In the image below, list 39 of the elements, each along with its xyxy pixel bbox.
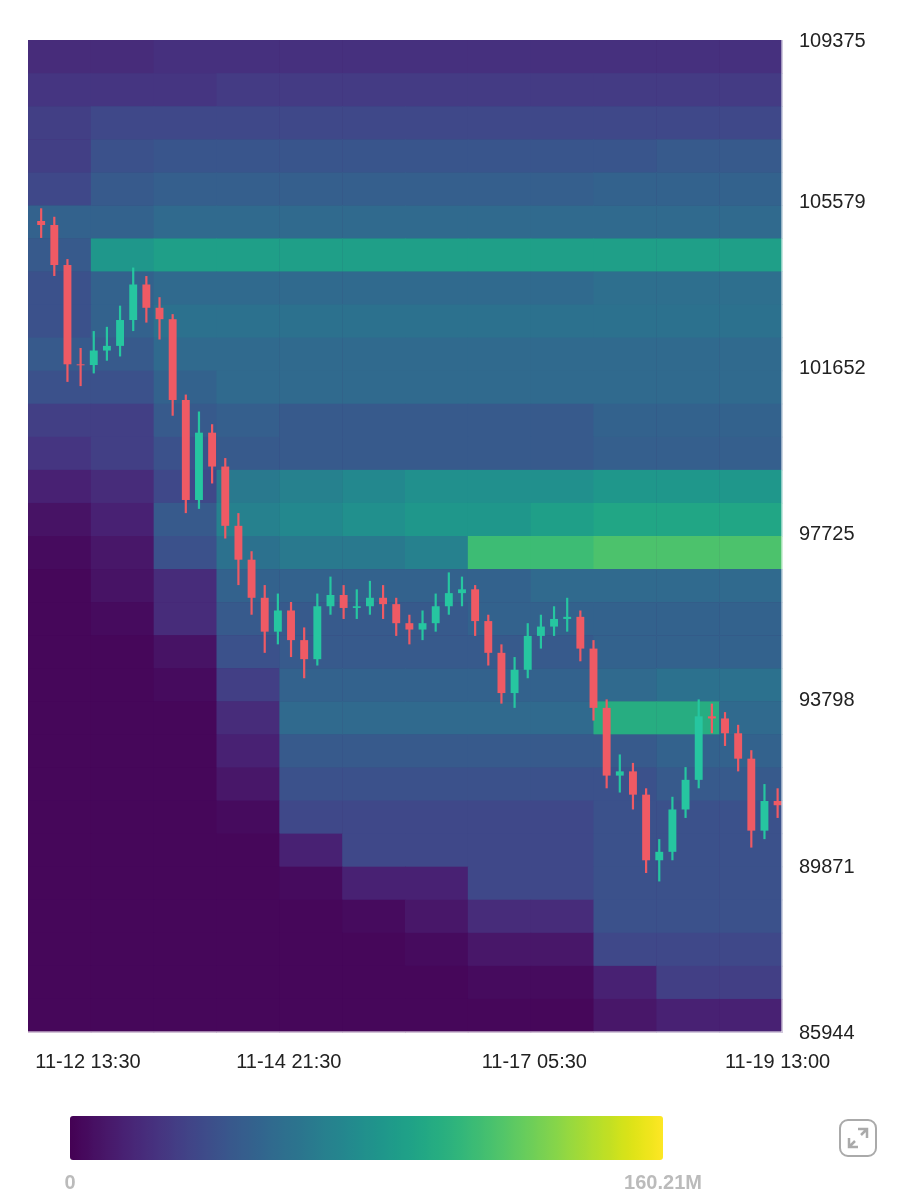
candlestick	[352, 588, 361, 621]
candlestick	[510, 655, 519, 709]
candlestick	[418, 609, 427, 642]
y-tick-label: 93798	[799, 688, 855, 711]
candlestick	[392, 596, 401, 637]
candlestick	[444, 571, 453, 616]
y-tick-label: 89871	[799, 854, 855, 877]
color-bar-label: 0	[64, 1171, 76, 1193]
candlestick	[300, 626, 309, 680]
candlestick	[89, 329, 98, 375]
candlestick	[431, 592, 440, 633]
x-tick-label: 11-19 13:00	[724, 1050, 831, 1072]
candlestick	[37, 207, 46, 240]
candlestick	[458, 575, 466, 608]
candlestick	[142, 274, 151, 324]
candlestick	[629, 761, 637, 811]
candlestick	[536, 613, 545, 650]
candlestick	[365, 579, 374, 616]
y-tick-label: 97725	[799, 522, 855, 545]
candlestick	[563, 596, 572, 633]
candlestick	[405, 613, 414, 646]
candlestick	[615, 753, 624, 794]
x-tick-label: 11-17 05:30	[481, 1050, 587, 1072]
candlestick	[339, 583, 348, 621]
candlestick	[76, 346, 85, 388]
x-tick-label: 11-12 13:30	[35, 1050, 141, 1072]
candlestick	[273, 592, 282, 646]
color-bar-label: 160.21M	[624, 1171, 702, 1193]
y-tick-label: 85944	[799, 1021, 855, 1043]
candlestick	[707, 702, 716, 735]
candlestick	[550, 605, 558, 637]
candlestick	[655, 838, 664, 883]
y-tick-label: 105579	[799, 189, 866, 212]
candlestick	[721, 711, 729, 748]
x-tick-label: 11-14 21:30	[236, 1050, 342, 1072]
y-tick-label: 101652	[799, 355, 866, 378]
candlestick	[102, 325, 111, 362]
y-tick-label: 109375	[799, 29, 866, 51]
candlestick	[379, 583, 388, 621]
